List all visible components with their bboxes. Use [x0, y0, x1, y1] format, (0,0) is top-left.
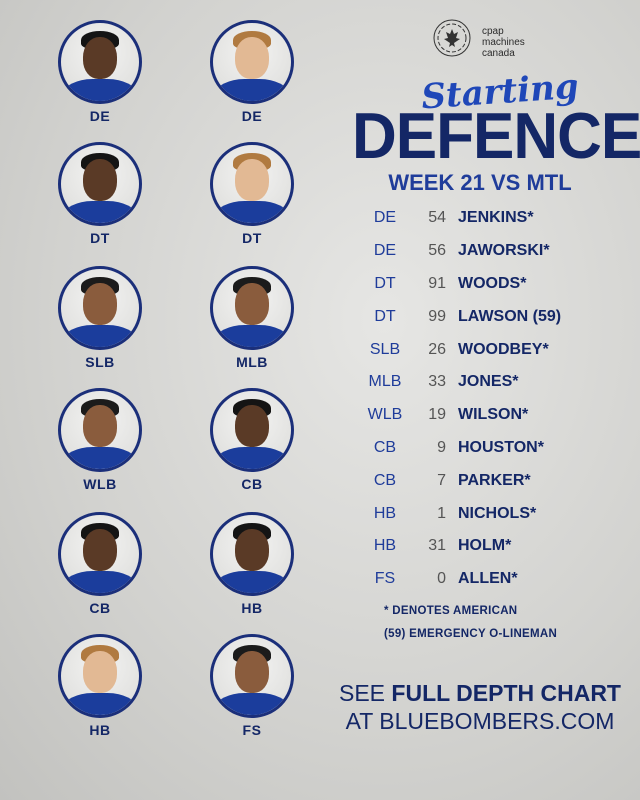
player-position-label: WLB [83, 476, 117, 492]
roster-row: FS 0 ALLEN* [360, 563, 610, 596]
roster-position: HB [373, 537, 397, 555]
roster-position: WLB [367, 406, 403, 424]
player-card: CB [192, 388, 312, 492]
player-card: SLB [40, 266, 160, 370]
roster-position: DE [373, 209, 397, 227]
roster-position: FS [374, 570, 396, 588]
maple-leaf-icon [433, 19, 471, 57]
player-photo [58, 388, 142, 472]
player-position-label: DE [241, 108, 263, 124]
roster-row: WLB 19 WILSON* [360, 399, 610, 432]
player-card: DT [192, 142, 312, 246]
roster-position: DT [374, 307, 396, 325]
player-card: WLB [40, 388, 160, 492]
roster-name: PARKER* [458, 471, 531, 489]
roster-name: JAWORSKI* [458, 242, 550, 260]
player-position-label: HB [89, 722, 111, 738]
roster-name: NICHOLS* [458, 504, 537, 522]
roster-row: DT 99 LAWSON (59) [360, 300, 610, 333]
roster-number: 56 [428, 242, 446, 260]
roster-position: HB [373, 504, 397, 522]
roster-position: CB [373, 471, 397, 489]
cta-prefix: SEE [339, 680, 392, 706]
note-emergency: (59) EMERGENCY O-LINEMAN [384, 628, 558, 640]
roster-row: CB 9 HOUSTON* [360, 432, 610, 465]
page-title: DEFENCE [352, 100, 640, 173]
roster-name: WOODBEY* [458, 340, 549, 358]
player-position-label: CB [89, 600, 111, 616]
player-position-label: HB [241, 600, 263, 616]
player-card: HB [40, 634, 160, 738]
roster-number: 33 [428, 373, 446, 391]
roster-number: 9 [437, 438, 446, 456]
sponsor-logo: cpap machines canada [430, 14, 610, 70]
roster-row: CB 7 PARKER* [360, 464, 610, 497]
player-position-label: SLB [85, 354, 115, 370]
roster-number: 99 [428, 307, 446, 325]
player-card: DT [40, 142, 160, 246]
roster-list: DE 54 JENKINS* DE 56 JAWORSKI* DT 91 WOODS* DT 99 L… [360, 202, 610, 596]
player-position-label: DT [90, 230, 110, 246]
roster-position: DT [374, 274, 396, 292]
roster-number: 31 [428, 537, 446, 555]
roster-number: 26 [428, 340, 446, 358]
player-photo [210, 266, 294, 350]
roster-name: JONES* [458, 373, 519, 391]
player-position-label: DT [242, 230, 262, 246]
player-photo [58, 20, 142, 104]
game-subtitle: WEEK 21 VS MTL [388, 170, 572, 195]
player-card: CB [40, 512, 160, 616]
roster-row: MLB 33 JONES* [360, 366, 610, 399]
roster-number: 91 [428, 274, 446, 292]
cta-line1: SEE FULL DEPTH CHART [330, 680, 630, 707]
roster-row: DT 91 WOODS* [360, 268, 610, 301]
cta-line2: AT BLUEBOMBERS.COM [345, 708, 615, 734]
roster-number: 54 [428, 209, 446, 227]
player-card: DE [40, 20, 160, 124]
player-photo [58, 142, 142, 226]
roster-name: HOUSTON* [458, 438, 544, 456]
roster-row: DE 56 JAWORSKI* [360, 235, 610, 268]
player-photo [58, 634, 142, 718]
player-card: FS [192, 634, 312, 738]
player-card: MLB [192, 266, 312, 370]
note-american: * DENOTES AMERICAN [384, 605, 518, 617]
player-card: HB [192, 512, 312, 616]
roster-name: WOODS* [458, 274, 527, 292]
roster-name: LAWSON (59) [458, 307, 562, 325]
player-photo [210, 634, 294, 718]
player-card: DE [192, 20, 312, 124]
roster-number: 0 [437, 570, 446, 588]
roster-number: 7 [437, 471, 446, 489]
player-photo [210, 20, 294, 104]
sponsor-text: cpap machines canada [482, 26, 525, 59]
player-photo [210, 512, 294, 596]
player-position-label: MLB [236, 354, 268, 370]
roster-position: SLB [369, 340, 401, 358]
roster-name: HOLM* [458, 537, 512, 555]
player-photo [58, 512, 142, 596]
roster-row: DE 54 JENKINS* [360, 202, 610, 235]
roster-row: SLB 26 WOODBEY* [360, 333, 610, 366]
player-photo [210, 388, 294, 472]
player-photo [58, 266, 142, 350]
roster-name: WILSON* [458, 406, 529, 424]
cta-bold: FULL DEPTH CHART [391, 680, 621, 706]
player-position-label: FS [242, 722, 262, 738]
roster-number: 19 [428, 406, 446, 424]
roster-number: 1 [437, 504, 446, 522]
roster-name: ALLEN* [458, 570, 518, 588]
player-position-label: DE [89, 108, 111, 124]
roster-position: DE [373, 242, 397, 260]
player-photo [210, 142, 294, 226]
roster-position: CB [373, 438, 397, 456]
roster-position: MLB [368, 373, 402, 391]
roster-row: HB 31 HOLM* [360, 530, 610, 563]
roster-name: JENKINS* [458, 209, 534, 227]
player-grid: DE DE DT DT SLB MLB WLB CB CB HB HB FS [40, 20, 312, 738]
player-position-label: CB [241, 476, 263, 492]
roster-row: HB 1 NICHOLS* [360, 497, 610, 530]
